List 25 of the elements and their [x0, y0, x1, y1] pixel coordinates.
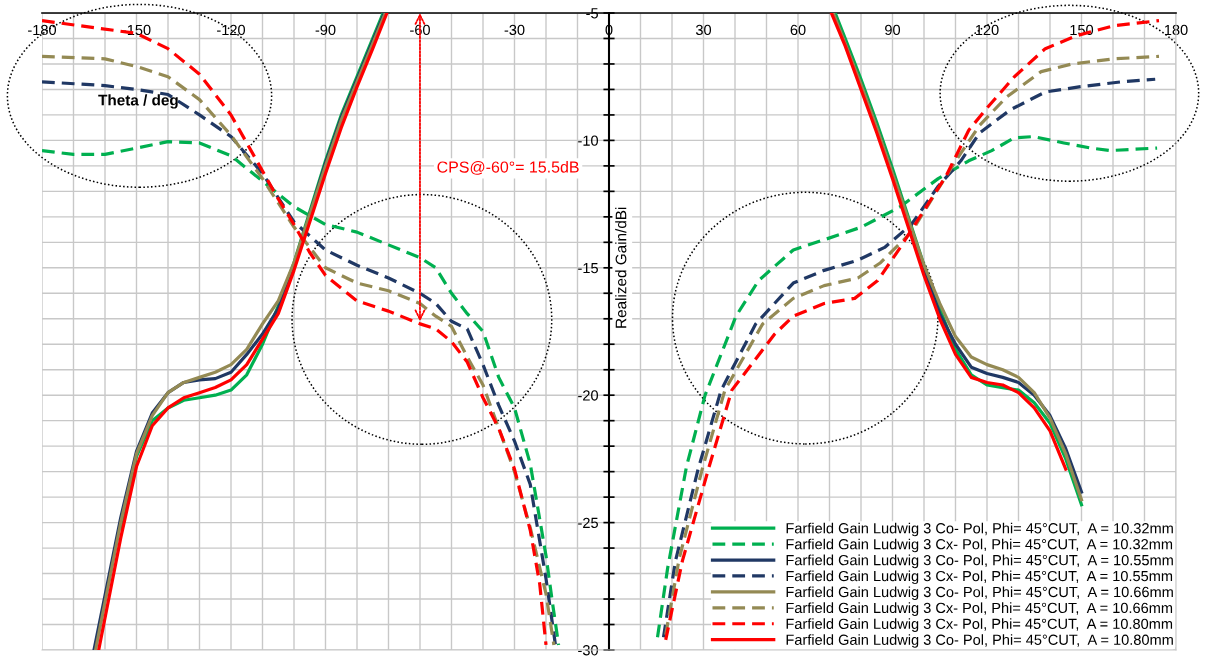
- legend-label: Farfield Gain Ludwig 3 Co- Pol, Phi= 45°CUT, A = 10.66mm: [786, 586, 1173, 601]
- y-tick-label: -10: [578, 135, 599, 146]
- y-axis-title: Realized Gain/dBi: [615, 207, 627, 328]
- x-tick-label: -90: [315, 24, 336, 36]
- y-tick-label: -25: [578, 517, 598, 529]
- annotation: CPS@-60°= 15.5dB: [437, 160, 579, 175]
- legend-label: Farfield Gain Ludwig 3 Cx- Pol, Phi= 45°CUT, A = 10.66mm: [786, 602, 1173, 616]
- legend-label: Farfield Gain Ludwig 3 Cx- Pol, Phi= 45°CUT, A = 10.55mm: [786, 570, 1173, 585]
- y-tick-label: -20: [578, 390, 599, 401]
- x-tick-label: -30: [504, 24, 525, 36]
- y-tick-label: -15: [578, 263, 598, 274]
- legend-label: Farfield Gain Ludwig 3 Cx- Pol, Phi= 45°CUT, A = 10.32mm: [786, 538, 1173, 553]
- x-tick-label: 60: [790, 24, 806, 36]
- x-tick-label: 180: [1164, 24, 1188, 36]
- legend-label: Farfield Gain Ludwig 3 Cx- Pol, Phi= 45°CUT, A = 10.80mm: [786, 618, 1173, 632]
- x-tick-label: 120: [975, 24, 999, 36]
- x-tick-label: -180: [28, 24, 57, 36]
- legend-label: Farfield Gain Ludwig 3 Co- Pol, Phi= 45°CUT, A = 10.55mm: [786, 554, 1173, 569]
- y-tick-label: -30: [578, 645, 599, 656]
- legend-label: Farfield Gain Ludwig 3 Co- Pol, Phi= 45°CUT, A = 10.32mm: [786, 522, 1173, 537]
- x-tick-label: -120: [217, 24, 246, 36]
- x-axis-title: Theta / deg: [98, 94, 178, 109]
- x-tick-label: 30: [695, 24, 712, 36]
- x-tick-label: 90: [885, 24, 901, 36]
- legend-label: Farfield Gain Ludwig 3 Co- Pol, Phi= 45°CUT, A = 10.80mm: [786, 634, 1173, 648]
